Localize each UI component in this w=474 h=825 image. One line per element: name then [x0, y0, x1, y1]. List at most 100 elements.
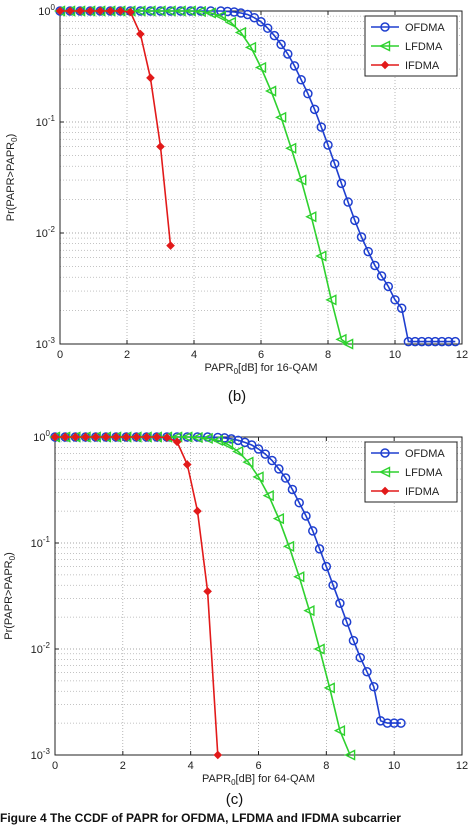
- x-tick-label: 2: [120, 760, 126, 772]
- data-point-lfdma: [313, 643, 325, 655]
- data-point-lfdma: [262, 489, 274, 502]
- data-point-ofdma: [328, 580, 338, 590]
- data-point-ofdma: [335, 598, 345, 609]
- data-point-ifdma: [166, 241, 175, 250]
- data-point-lfdma: [201, 432, 213, 445]
- data-point-lfdma: [295, 174, 307, 186]
- legend-label-lfdma: LFDMA: [405, 41, 443, 53]
- data-point-ofdma: [403, 336, 414, 347]
- chart-panel-b: 0 2 4 6 8 10 12 100 10-1 10-2 10-3 PAPR0[dB] for 16…: [5, 3, 468, 405]
- data-point-ofdma: [256, 17, 266, 27]
- data-point-lfdma: [184, 5, 196, 17]
- data-point-ifdma: [126, 7, 135, 17]
- data-point-ifdma: [60, 432, 70, 442]
- data-point-lfdma: [342, 338, 354, 350]
- data-point-lfdma: [232, 445, 244, 458]
- data-point-lfdma: [252, 471, 264, 483]
- data-point-ifdma: [95, 6, 105, 16]
- x-tick-label: 6: [255, 760, 261, 772]
- legend-marker-ifdma: [380, 60, 390, 70]
- data-point-ifdma: [111, 432, 121, 442]
- data-point-lfdma: [254, 61, 267, 74]
- data-point-ofdma: [382, 718, 393, 728]
- data-point-lfdma: [315, 250, 327, 262]
- legend: OFDMA LFDMA IFDMA: [364, 441, 458, 503]
- data-point-ofdma: [314, 544, 325, 554]
- data-point-ofdma: [376, 271, 387, 281]
- data-point-ofdma: [280, 473, 291, 483]
- legend-marker-ofdma: [380, 448, 390, 458]
- data-point-lfdma: [211, 434, 224, 446]
- data-point-lfdma: [344, 749, 356, 761]
- data-point-ofdma: [356, 232, 367, 242]
- chart-panel-c: 0 2 4 6 8 10 12 100 10-1 10-2 10-3 PAPR0[dB] for 64…: [3, 429, 468, 808]
- data-point-ofdma: [296, 75, 306, 85]
- data-point-ofdma: [323, 140, 333, 150]
- data-point-ifdma: [71, 432, 80, 442]
- data-point-lfdma: [221, 438, 234, 451]
- data-point-ofdma: [443, 336, 454, 347]
- data-point-ofdma: [383, 281, 394, 292]
- data-point-ifdma: [142, 432, 151, 442]
- y-tick-label: 10-3: [36, 336, 56, 351]
- data-point-ofdma: [269, 30, 280, 41]
- data-point-lfdma: [264, 85, 277, 97]
- data-point-ifdma: [115, 6, 125, 16]
- legend-marker-lfdma: [378, 466, 391, 478]
- data-point-ofdma: [309, 104, 320, 115]
- y-tick-label: 100: [38, 3, 55, 18]
- data-point-ofdma: [336, 178, 347, 189]
- data-point-ifdma: [146, 73, 155, 83]
- data-point-lfdma: [244, 41, 257, 54]
- data-point-ofdma: [396, 303, 407, 313]
- data-point-ifdma: [152, 432, 162, 442]
- data-point-ofdma: [410, 336, 420, 347]
- data-point-ifdma: [81, 432, 90, 442]
- y-tick-label: 10-3: [31, 747, 51, 762]
- data-point-lfdma: [305, 211, 317, 223]
- data-point-ofdma: [267, 455, 277, 466]
- data-point-ofdma: [363, 246, 373, 257]
- data-point-ofdma: [222, 6, 233, 17]
- x-tick-label: 12: [456, 760, 468, 772]
- x-tick-label: 6: [258, 349, 264, 361]
- data-point-ofdma: [303, 88, 313, 99]
- data-point-ofdma: [321, 561, 332, 572]
- x-tick-label: 0: [57, 349, 63, 361]
- data-point-lfdma: [191, 431, 203, 444]
- x-tick-label: 0: [52, 760, 58, 772]
- data-point-ifdma: [50, 432, 60, 442]
- data-point-ofdma: [390, 295, 400, 305]
- data-point-ofdma: [450, 336, 461, 347]
- data-point-ofdma: [343, 197, 353, 207]
- data-point-lfdma: [282, 540, 295, 552]
- data-point-ofdma: [389, 718, 399, 728]
- data-point-ofdma: [253, 444, 264, 454]
- legend-label-ofdma: OFDMA: [405, 448, 445, 460]
- data-point-lfdma: [204, 7, 216, 19]
- data-point-lfdma: [335, 333, 347, 346]
- data-point-ofdma: [423, 336, 434, 347]
- data-point-ifdma: [55, 6, 65, 16]
- legend-marker-ifdma: [380, 486, 390, 496]
- data-point-ofdma: [229, 7, 239, 17]
- data-point-ifdma: [203, 587, 212, 596]
- legend-label-ifdma: IFDMA: [405, 60, 440, 72]
- data-point-ofdma: [260, 449, 271, 459]
- y-tick-label: 10-1: [36, 114, 56, 129]
- data-point-ifdma: [172, 437, 182, 447]
- panel-label: (b): [228, 388, 246, 405]
- y-axis-label: Pr(PAPR>PAPR0): [3, 552, 17, 640]
- data-point-ofdma: [276, 39, 286, 50]
- legend-label-ofdma: OFDMA: [405, 22, 445, 34]
- x-tick-label: 2: [124, 349, 130, 361]
- data-point-ofdma: [287, 484, 298, 495]
- data-point-ifdma: [162, 433, 172, 442]
- x-axis-label: PAPR0[dB] for 64-QAM: [202, 773, 315, 787]
- data-point-ifdma: [101, 432, 111, 442]
- data-point-ofdma: [226, 434, 237, 444]
- x-tick-label: 12: [456, 349, 468, 361]
- data-point-ofdma: [262, 23, 273, 33]
- data-point-ifdma: [182, 460, 192, 469]
- data-point-ifdma: [132, 432, 141, 442]
